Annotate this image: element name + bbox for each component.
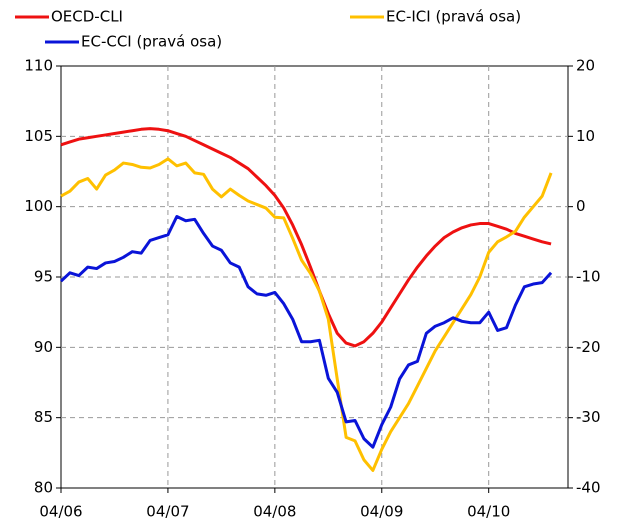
y2-tick-label: 10 [576,127,595,145]
x-tick-label: 04/09 [360,503,403,521]
legend-label: EC-ICI (pravá osa) [386,8,521,26]
series-line [60,127,552,348]
x-tick-label: 04/08 [253,503,296,521]
y-tick-label: 95 [34,268,53,286]
series-line [59,215,553,449]
y-tick-label: 90 [34,338,53,356]
x-tick-label: 04/07 [146,503,189,521]
y2-tick-label: 20 [576,57,595,75]
y-tick-label: 85 [34,408,53,426]
y2-tick-label: 0 [576,197,586,215]
y2-tick-label: -40 [576,479,601,497]
y2-tick-label: -10 [576,268,601,286]
legend-label: EC-CCI (pravá osa) [81,33,222,51]
y2-tick-label: -20 [576,338,601,356]
x-tick-label: 04/06 [39,503,82,521]
y2-tick-label: -30 [576,408,601,426]
y-tick-label: 80 [34,479,53,497]
legend-label: OECD-CLI [51,8,123,26]
x-tick-label: 04/10 [467,503,510,521]
y-tick-label: 100 [24,197,53,215]
y-tick-label: 110 [24,57,53,75]
y-tick-label: 105 [24,127,53,145]
series-line [60,157,553,472]
